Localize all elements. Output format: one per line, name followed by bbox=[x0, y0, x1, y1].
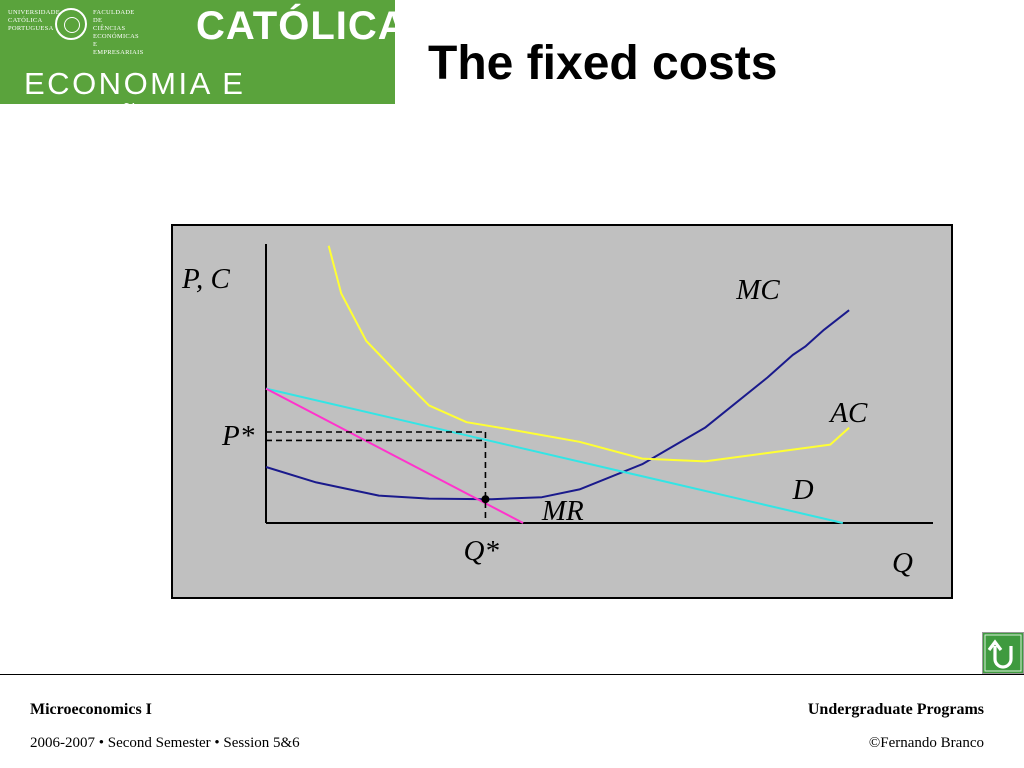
faculty-line: ECONÓMICAS E bbox=[93, 33, 139, 48]
catolica-logo: UNIVERSIDADE CATÓLICA PORTUGUESA FACULDA… bbox=[0, 0, 407, 137]
curve-label-d: D bbox=[792, 474, 814, 506]
brand-name: CATÓLICA bbox=[196, 4, 408, 48]
x-axis-label: Q bbox=[892, 547, 913, 579]
faculty-name: FACULDADE DE CIÊNCIAS ECONÓMICAS E EMPRE… bbox=[93, 9, 143, 57]
curve-label-mr: MR bbox=[541, 495, 584, 527]
faculty-line: FACULDADE DE bbox=[93, 9, 135, 24]
equilibrium-point bbox=[481, 495, 490, 504]
university-name: UNIVERSIDADE CATÓLICA PORTUGUESA bbox=[8, 9, 60, 33]
university-line: PORTUGUESA bbox=[8, 25, 54, 32]
university-line: CATÓLICA bbox=[8, 17, 43, 24]
cost-curves-chart: P, C Q MC AC D MR Q* P* bbox=[181, 244, 933, 579]
copyright: ©Fernando Branco bbox=[868, 735, 984, 751]
brand-subtitle: ECONOMIA E GESTÃO bbox=[24, 66, 246, 137]
faculty-line: CIÊNCIAS bbox=[93, 25, 126, 32]
course-name: Microeconomics I bbox=[30, 701, 152, 718]
chart-frame: P, C Q MC AC D MR Q* P* bbox=[171, 224, 953, 599]
university-line: UNIVERSIDADE bbox=[8, 9, 60, 16]
session-info: 2006-2007 • Second Semester • Session 5&… bbox=[30, 735, 300, 751]
q-star-label: Q* bbox=[463, 535, 499, 567]
home-button[interactable] bbox=[982, 632, 1024, 674]
curve-mc bbox=[265, 309, 850, 501]
curve-mr bbox=[265, 387, 524, 524]
program-name: Undergraduate Programs bbox=[807, 701, 984, 718]
curve-label-mc: MC bbox=[735, 274, 780, 306]
slide-title: The fixed costs bbox=[428, 37, 778, 90]
home-return-icon bbox=[984, 634, 1022, 672]
y-axis-label: P, C bbox=[181, 263, 230, 295]
seal-icon bbox=[55, 8, 87, 40]
curve-label-ac: AC bbox=[828, 397, 868, 429]
curve-ac bbox=[327, 245, 850, 463]
faculty-line: EMPRESARIAIS bbox=[93, 49, 144, 56]
footer-divider bbox=[0, 674, 1024, 675]
curve-d bbox=[265, 387, 844, 524]
p-star-label: P* bbox=[221, 420, 255, 452]
